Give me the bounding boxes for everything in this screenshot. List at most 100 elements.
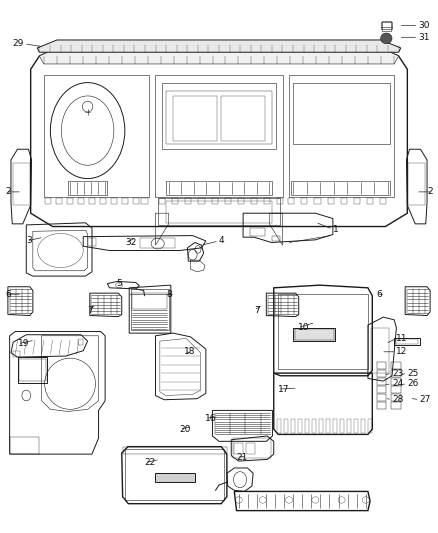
Bar bbox=[78, 198, 84, 204]
Bar bbox=[333, 419, 337, 433]
Text: 6: 6 bbox=[5, 290, 11, 298]
Text: 27: 27 bbox=[420, 395, 431, 404]
Bar bbox=[131, 289, 169, 330]
Bar bbox=[391, 362, 401, 369]
Bar bbox=[371, 328, 389, 373]
Text: 21: 21 bbox=[237, 453, 248, 462]
Bar bbox=[377, 394, 386, 401]
Text: 30: 30 bbox=[418, 21, 430, 30]
Bar bbox=[391, 394, 401, 401]
Bar bbox=[288, 198, 294, 204]
Text: 4: 4 bbox=[219, 237, 225, 245]
Ellipse shape bbox=[381, 33, 392, 44]
Bar bbox=[221, 96, 265, 141]
Bar bbox=[212, 198, 218, 204]
Bar bbox=[185, 198, 191, 204]
Bar bbox=[305, 419, 309, 433]
Bar bbox=[382, 21, 391, 31]
Text: 19: 19 bbox=[18, 340, 29, 348]
Bar bbox=[361, 419, 365, 433]
Text: 3: 3 bbox=[26, 237, 32, 245]
Bar bbox=[377, 402, 386, 409]
Bar bbox=[162, 83, 276, 149]
Bar bbox=[264, 198, 270, 204]
Bar bbox=[391, 378, 401, 385]
Bar bbox=[408, 163, 425, 205]
Bar bbox=[377, 378, 386, 385]
Bar bbox=[314, 198, 321, 204]
Text: 6: 6 bbox=[377, 290, 382, 298]
Bar bbox=[391, 402, 401, 409]
Bar bbox=[89, 198, 95, 204]
Text: 1: 1 bbox=[333, 225, 339, 233]
Text: 2: 2 bbox=[427, 188, 433, 196]
Bar bbox=[141, 198, 148, 204]
Bar bbox=[380, 198, 386, 204]
Bar bbox=[250, 228, 265, 236]
Text: 28: 28 bbox=[392, 395, 403, 404]
Bar bbox=[293, 328, 335, 341]
Bar bbox=[67, 198, 73, 204]
Bar bbox=[122, 198, 128, 204]
Text: 31: 31 bbox=[418, 33, 430, 42]
Bar bbox=[198, 198, 205, 204]
Bar bbox=[18, 357, 47, 383]
Bar bbox=[377, 386, 386, 393]
Bar bbox=[88, 238, 96, 246]
Bar bbox=[396, 339, 418, 344]
Text: 29: 29 bbox=[13, 39, 24, 48]
Text: 8: 8 bbox=[166, 290, 172, 298]
Bar bbox=[225, 198, 231, 204]
Bar bbox=[347, 419, 351, 433]
Bar bbox=[56, 198, 62, 204]
Polygon shape bbox=[37, 40, 401, 52]
Text: 32: 32 bbox=[125, 238, 136, 247]
Text: 18: 18 bbox=[184, 348, 195, 356]
Text: 2: 2 bbox=[5, 188, 11, 196]
Bar bbox=[173, 96, 217, 141]
Bar bbox=[13, 351, 20, 357]
Bar bbox=[368, 419, 372, 433]
Text: 7: 7 bbox=[254, 306, 260, 314]
Bar bbox=[45, 198, 51, 204]
Text: 23: 23 bbox=[392, 369, 403, 377]
Bar bbox=[111, 198, 117, 204]
Bar bbox=[251, 198, 257, 204]
Bar bbox=[278, 294, 368, 369]
Text: 10: 10 bbox=[298, 324, 309, 332]
Bar bbox=[291, 181, 390, 195]
Bar bbox=[158, 198, 280, 225]
Bar bbox=[233, 438, 271, 458]
Bar bbox=[277, 198, 283, 204]
Bar bbox=[377, 362, 386, 369]
Bar bbox=[319, 419, 323, 433]
Bar bbox=[272, 236, 280, 241]
Bar bbox=[295, 329, 334, 340]
Bar bbox=[166, 181, 272, 195]
Bar bbox=[284, 419, 288, 433]
Bar bbox=[155, 473, 195, 482]
Bar bbox=[291, 419, 295, 433]
Text: 16: 16 bbox=[205, 414, 216, 423]
Bar bbox=[132, 293, 167, 309]
Bar bbox=[238, 198, 244, 204]
Text: 25: 25 bbox=[407, 369, 419, 377]
Bar bbox=[328, 198, 334, 204]
Bar bbox=[277, 419, 281, 433]
Bar bbox=[326, 419, 330, 433]
Bar bbox=[354, 198, 360, 204]
Bar bbox=[172, 198, 178, 204]
Bar bbox=[246, 443, 255, 454]
Polygon shape bbox=[39, 48, 399, 64]
Text: 24: 24 bbox=[392, 379, 403, 388]
Bar bbox=[391, 370, 401, 377]
Bar bbox=[301, 198, 307, 204]
Bar bbox=[159, 198, 165, 204]
Bar bbox=[100, 198, 106, 204]
Bar bbox=[125, 449, 224, 500]
Text: 22: 22 bbox=[145, 458, 156, 467]
Bar bbox=[391, 386, 401, 393]
Bar bbox=[166, 201, 272, 223]
Bar bbox=[341, 198, 347, 204]
Bar bbox=[140, 238, 175, 248]
